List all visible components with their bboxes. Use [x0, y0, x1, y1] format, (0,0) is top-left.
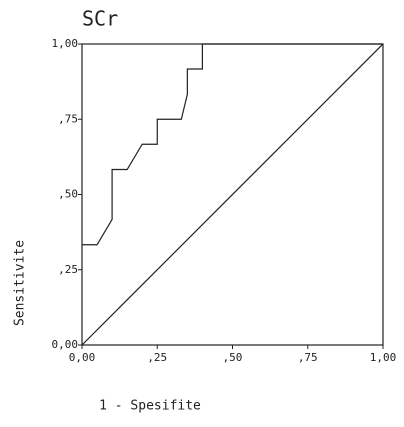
- chart-title: SCr: [82, 7, 118, 31]
- y-tick-label: ,75: [58, 112, 78, 125]
- x-tick-label: ,75: [298, 351, 318, 364]
- y-tick-label: ,25: [58, 263, 78, 276]
- roc-line: [82, 43, 383, 246]
- x-tick-label: ,50: [223, 351, 243, 364]
- y-tick-label: 0,00: [52, 338, 79, 351]
- roc-line: [81, 43, 384, 346]
- x-tick-label: 0,00: [69, 351, 96, 364]
- y-tick-label: ,50: [58, 188, 78, 201]
- y-tick-label: 1,00: [52, 37, 79, 50]
- x-axis-label: 1 - Spesifite: [99, 399, 201, 414]
- x-tick-label: 1,00: [370, 351, 397, 364]
- y-axis-label: Sensitivite: [13, 240, 28, 326]
- x-tick-label: ,25: [147, 351, 167, 364]
